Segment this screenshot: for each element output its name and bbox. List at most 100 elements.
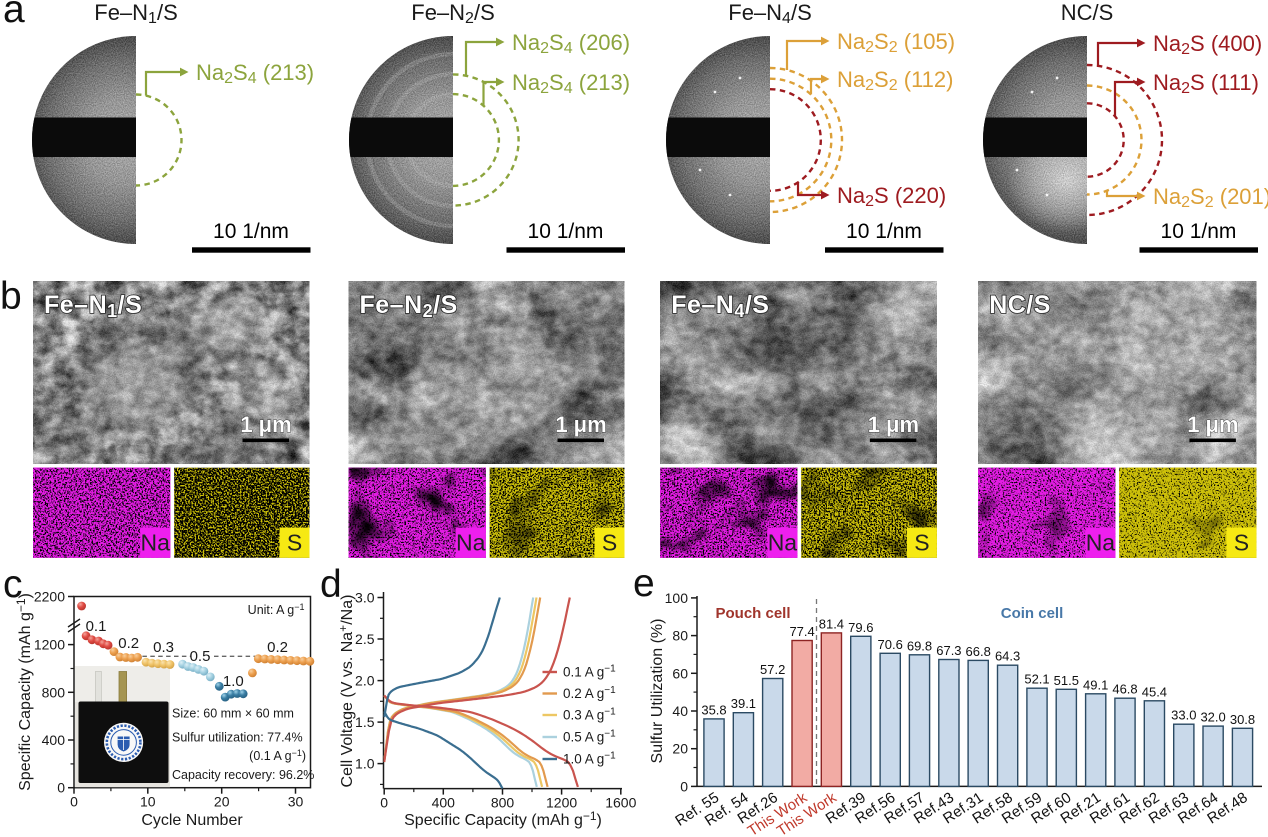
svg-text:Unit: A g−1​: Unit: A g−1​ [248, 602, 305, 617]
svg-text:77.4: 77.4 [789, 624, 814, 639]
svg-text:1 μm: 1 μm [868, 412, 919, 437]
svg-text:Fe–N2​/S: Fe–N2​/S [411, 0, 495, 27]
svg-text:1.0: 1.0 [355, 756, 375, 772]
svg-text:10 1/nm: 10 1/nm [846, 220, 922, 243]
svg-text:Sulfur utilization: 77.4%: Sulfur utilization: 77.4% [172, 731, 303, 745]
svg-text:Na: Na [768, 530, 798, 556]
svg-text:800: 800 [491, 795, 515, 811]
svg-text:52.1: 52.1 [1024, 672, 1049, 687]
svg-text:S: S [602, 530, 617, 556]
svg-text:30: 30 [288, 794, 304, 810]
svg-text:Na2​S2​ (112): Na2​S2​ (112) [837, 67, 953, 94]
svg-text:0.2 A g−1​: 0.2 A g−1​ [563, 685, 616, 701]
svg-text:Fe–N4​/S: Fe–N4​/S [728, 0, 812, 27]
svg-text:0.2: 0.2 [267, 639, 288, 656]
svg-text:Cell Voltage (V vs. Na+​/Na): Cell Voltage (V vs. Na+​/Na) [336, 595, 356, 788]
svg-text:Na2​S2​ (105): Na2​S2​ (105) [837, 29, 955, 56]
svg-text:Na2​S4​ (206): Na2​S4​ (206) [512, 30, 630, 57]
svg-text:10 1/nm: 10 1/nm [213, 220, 289, 243]
svg-text:Na2​S (220): Na2​S (220) [837, 183, 946, 210]
svg-text:NC/S: NC/S [1061, 0, 1114, 25]
svg-text:400: 400 [42, 732, 66, 748]
svg-text:0.3: 0.3 [153, 639, 174, 656]
svg-text:Na2​S4​ (213): Na2​S4​ (213) [196, 60, 314, 87]
svg-text:0.5: 0.5 [190, 648, 211, 665]
svg-text:2.0: 2.0 [355, 673, 375, 689]
svg-text:Na2​S4​ (213): Na2​S4​ (213) [512, 70, 630, 97]
svg-text:66.8: 66.8 [966, 644, 991, 659]
svg-text:0.1: 0.1 [86, 618, 107, 635]
svg-text:Fe–N2​/S: Fe–N2​/S [360, 291, 458, 321]
svg-text:1200: 1200 [34, 637, 65, 653]
svg-text:69.8: 69.8 [907, 638, 932, 653]
svg-text:46.8: 46.8 [1112, 682, 1137, 697]
svg-text:20: 20 [214, 794, 230, 810]
svg-text:80: 80 [672, 628, 688, 644]
svg-text:1200: 1200 [546, 795, 577, 811]
svg-text:1 μm: 1 μm [555, 412, 606, 437]
svg-text:Sulfur Utilization (%): Sulfur Utilization (%) [649, 619, 666, 764]
svg-text:(0.1 A g−1​): (0.1 A g−1​) [249, 748, 306, 763]
svg-text:0: 0 [70, 794, 78, 810]
svg-text:NC/S: NC/S [989, 291, 1051, 319]
svg-text:0: 0 [680, 778, 688, 794]
svg-text:49.1: 49.1 [1083, 677, 1108, 692]
svg-text:d: d [320, 563, 342, 606]
svg-text:Pouch cell: Pouch cell [715, 605, 790, 622]
svg-text:Coin cell: Coin cell [1001, 605, 1064, 622]
svg-text:10: 10 [140, 794, 156, 810]
svg-text:b: b [0, 275, 22, 318]
svg-text:64.3: 64.3 [995, 649, 1020, 664]
svg-text:1.0: 1.0 [223, 673, 244, 690]
svg-text:0.1 A g−1​: 0.1 A g−1​ [563, 664, 616, 680]
svg-text:45.4: 45.4 [1142, 684, 1167, 699]
svg-text:2.5: 2.5 [355, 631, 375, 647]
svg-text:Na2​S (111): Na2​S (111) [1153, 70, 1259, 97]
svg-text:10 1/nm: 10 1/nm [528, 220, 604, 243]
svg-text:Na2​S (400): Na2​S (400) [1153, 31, 1262, 58]
svg-text:60: 60 [672, 665, 688, 681]
svg-text:Size: 60 mm × 60 mm: Size: 60 mm × 60 mm [172, 707, 294, 721]
svg-text:30.8: 30.8 [1230, 712, 1255, 727]
svg-text:51.5: 51.5 [1054, 673, 1079, 688]
svg-text:a: a [3, 0, 25, 31]
svg-text:100: 100 [665, 590, 689, 606]
svg-text:1600: 1600 [605, 795, 636, 811]
svg-text:1.0 A g−1​: 1.0 A g−1​ [563, 751, 616, 767]
svg-text:67.3: 67.3 [936, 643, 961, 658]
svg-text:39.1: 39.1 [731, 696, 756, 711]
svg-text:70.6: 70.6 [878, 637, 903, 652]
svg-text:Specific Capacity (mAh g−1​): Specific Capacity (mAh g−1​) [14, 593, 34, 791]
svg-text:Cycle Number: Cycle Number [141, 812, 243, 829]
svg-text:Fe–N1​/S: Fe–N1​/S [94, 0, 178, 27]
svg-text:1.5: 1.5 [355, 714, 375, 730]
svg-text:35.8: 35.8 [701, 702, 726, 717]
svg-text:e: e [633, 562, 655, 605]
svg-text:33.0: 33.0 [1171, 708, 1196, 723]
svg-text:Na2​S2​ (201): Na2​S2​ (201) [1153, 184, 1268, 211]
svg-text:20: 20 [672, 741, 688, 757]
svg-text:0.2: 0.2 [118, 635, 139, 652]
svg-text:32.0: 32.0 [1200, 710, 1225, 725]
svg-text:79.6: 79.6 [848, 620, 873, 635]
svg-text:Specific Capacity (mAh g−1​): Specific Capacity (mAh g−1​) [404, 809, 602, 829]
svg-text:Na: Na [1086, 530, 1116, 556]
svg-text:S: S [914, 530, 929, 556]
svg-text:1 μm: 1 μm [1187, 412, 1238, 437]
svg-text:c: c [3, 563, 23, 606]
svg-text:800: 800 [42, 684, 66, 700]
svg-text:0.5 A g−1​: 0.5 A g−1​ [563, 729, 616, 745]
svg-text:57.2: 57.2 [760, 662, 785, 677]
svg-text:400: 400 [432, 795, 456, 811]
svg-text:2200: 2200 [34, 589, 65, 605]
svg-text:40: 40 [672, 703, 688, 719]
svg-text:Fe–N1​/S: Fe–N1​/S [44, 291, 142, 321]
svg-text:81.4: 81.4 [819, 616, 844, 631]
svg-text:S: S [1234, 530, 1249, 556]
svg-text:0: 0 [380, 795, 388, 811]
svg-text:Na: Na [140, 530, 170, 556]
svg-text:S: S [287, 530, 302, 556]
svg-text:Capacity recovery: 96.2%: Capacity recovery: 96.2% [172, 768, 314, 782]
svg-text:0: 0 [57, 780, 65, 796]
svg-text:10 1/nm: 10 1/nm [1161, 220, 1237, 243]
